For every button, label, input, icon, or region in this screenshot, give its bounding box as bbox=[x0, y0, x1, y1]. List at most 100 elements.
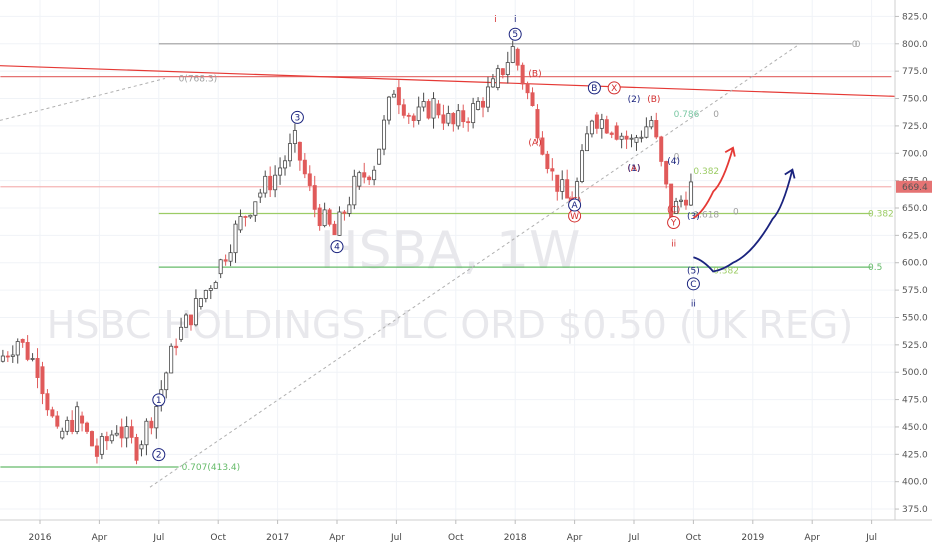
candle-body bbox=[129, 426, 134, 438]
wave-circle bbox=[686, 277, 700, 291]
x-tick-label: Oct bbox=[210, 533, 226, 543]
y-tick-label: 700.0 bbox=[902, 149, 928, 159]
candle-body bbox=[674, 200, 679, 214]
levels: 0 0.382 0.5 0.707(413.4) bbox=[0, 40, 894, 473]
candle-body bbox=[15, 341, 20, 356]
candle-body bbox=[223, 259, 228, 262]
y-tick-label: 375.0 bbox=[902, 505, 928, 515]
y-tick-label: 825.0 bbox=[902, 12, 928, 22]
wave-label: (4) bbox=[667, 157, 680, 167]
candle-body bbox=[174, 345, 179, 349]
x-tick-label: Jul bbox=[865, 533, 877, 543]
candle-body bbox=[550, 168, 555, 172]
candle-body bbox=[560, 179, 565, 192]
level-label: 0.5 bbox=[868, 263, 882, 273]
candle-body bbox=[421, 101, 426, 108]
fib-label: 0.382 bbox=[693, 167, 719, 177]
candle-body bbox=[312, 185, 317, 210]
x-tick-label: Oct bbox=[448, 533, 464, 543]
wave-label: Y bbox=[670, 219, 677, 229]
candle-body bbox=[382, 119, 387, 150]
wave-label: A bbox=[572, 201, 579, 211]
candle-body bbox=[75, 406, 80, 432]
wave-circle bbox=[568, 198, 582, 212]
wave-label: (B) bbox=[528, 70, 541, 80]
candle-body bbox=[639, 136, 644, 139]
candle-body bbox=[228, 252, 233, 262]
x-axis: 2016 Apr Jul Oct 2017 Apr Jul Oct 2018 Apr Jul Oct 2… bbox=[0, 519, 932, 543]
fib-label: 0.382 bbox=[713, 266, 739, 276]
candle-body bbox=[545, 153, 550, 170]
y-tick-label: 525.0 bbox=[902, 341, 928, 351]
candle-body bbox=[540, 137, 545, 155]
level-label: 0 bbox=[855, 40, 861, 50]
candle-body bbox=[109, 434, 114, 442]
candle-body bbox=[287, 143, 292, 162]
wave-label: C bbox=[690, 280, 696, 290]
candle-body bbox=[114, 432, 119, 436]
candle-body bbox=[208, 287, 213, 291]
candle-body bbox=[624, 135, 629, 140]
candle-body bbox=[193, 298, 198, 326]
candle-body bbox=[119, 426, 124, 439]
candle-body bbox=[411, 115, 416, 122]
candle-body bbox=[149, 420, 154, 429]
candle-body bbox=[297, 141, 302, 161]
wave-label: (A) bbox=[528, 139, 541, 149]
candle-body bbox=[60, 430, 65, 439]
candle-body bbox=[525, 83, 530, 94]
candle-body bbox=[322, 209, 327, 227]
candle-body bbox=[89, 431, 94, 447]
projection-arrowhead bbox=[724, 146, 736, 157]
candle-body bbox=[614, 125, 619, 140]
watermark-symbol: HSBA, 1W bbox=[320, 221, 581, 281]
candle-body bbox=[426, 101, 431, 119]
candle-body bbox=[594, 114, 599, 129]
candle-body bbox=[580, 150, 585, 182]
candle-body bbox=[500, 68, 505, 75]
candle-body bbox=[466, 121, 471, 124]
fib-label: 0(768.3) bbox=[179, 74, 218, 84]
candle-body bbox=[213, 282, 218, 289]
candle-body bbox=[495, 68, 500, 88]
x-tick-label: Oct bbox=[686, 533, 702, 543]
candle-body bbox=[134, 437, 139, 461]
y-tick-label: 625.0 bbox=[902, 231, 928, 241]
candle-body bbox=[188, 314, 193, 326]
candle-body bbox=[218, 259, 223, 275]
x-tick-label: Apr bbox=[329, 533, 345, 543]
candle-body bbox=[35, 358, 40, 378]
candle-body bbox=[377, 148, 382, 165]
candle-body bbox=[362, 172, 367, 178]
candle-body bbox=[30, 358, 35, 360]
candle-body bbox=[679, 199, 684, 202]
candle-body bbox=[273, 174, 278, 191]
candle-body bbox=[342, 211, 347, 214]
candle-body bbox=[243, 216, 248, 218]
candle-body bbox=[659, 136, 664, 162]
watermark: HSBA, 1W HSBC HOLDINGS PLC ORD $0.50 (UK… bbox=[47, 221, 853, 347]
fib-label: 1.618 bbox=[693, 211, 719, 221]
x-tick-label: 2018 bbox=[504, 533, 527, 543]
fib-label: 0 bbox=[733, 207, 739, 217]
y-tick-label: 475.0 bbox=[902, 396, 928, 406]
candle-body bbox=[104, 436, 109, 442]
wave-circle bbox=[152, 393, 166, 407]
wave-circle bbox=[152, 448, 166, 462]
trendlines bbox=[0, 43, 896, 488]
candle-body bbox=[391, 93, 396, 98]
candle-body bbox=[416, 106, 421, 121]
candle-body bbox=[664, 161, 669, 185]
fib-label: 0 bbox=[713, 110, 719, 120]
wave-circle bbox=[330, 240, 344, 254]
candle-body bbox=[70, 419, 75, 432]
y-tick-label: 775.0 bbox=[902, 67, 928, 77]
x-tick-label: 2019 bbox=[741, 533, 764, 543]
candle-body bbox=[332, 223, 337, 236]
wave-circle bbox=[607, 81, 621, 95]
candle-body bbox=[80, 415, 85, 424]
y-axis-panel bbox=[895, 0, 932, 550]
wave-label: 3 bbox=[295, 113, 301, 123]
candle-body bbox=[535, 109, 540, 139]
